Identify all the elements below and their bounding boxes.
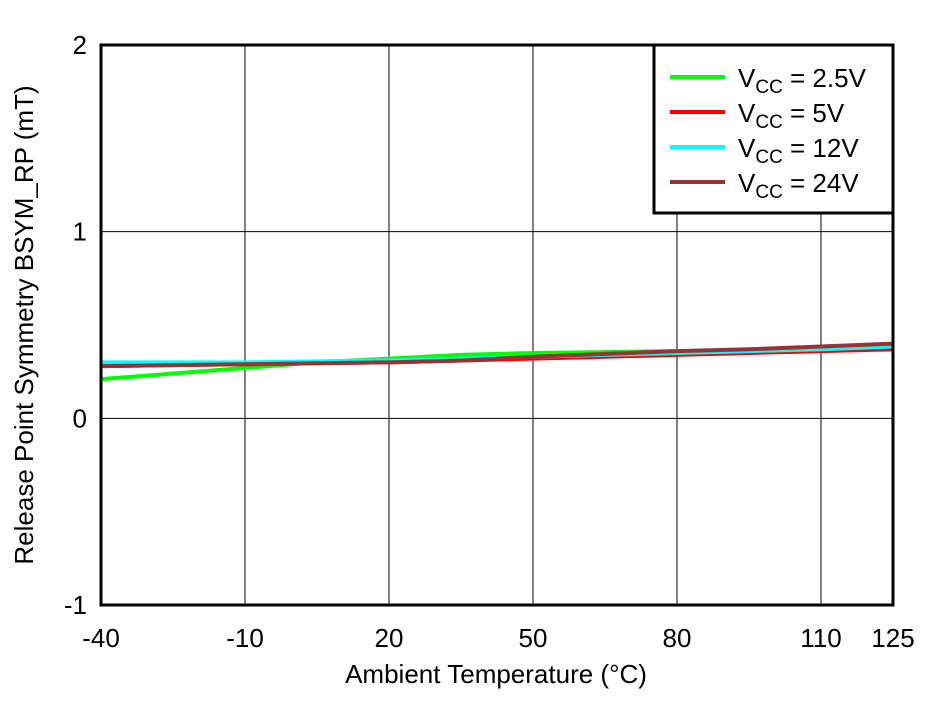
legend-entry: VCC = 12V <box>738 133 859 168</box>
y-tick-label: 2 <box>73 30 87 60</box>
x-tick-label: 110 <box>800 623 841 653</box>
x-tick-label: 20 <box>375 623 404 653</box>
x-tick-label: 80 <box>663 623 692 653</box>
legend-box <box>652 43 895 215</box>
series-line-3 <box>100 341 894 369</box>
x-tick-label: -10 <box>226 623 264 653</box>
x-tick-label: 50 <box>519 623 548 653</box>
x-axis-label: Ambient Temperature (°C) <box>345 659 647 689</box>
y-axis-label: Release Point Symmetry BSYM_RP (mT) <box>9 85 39 564</box>
x-tick-label: -40 <box>82 623 120 653</box>
x-tick-label: 125 <box>871 623 914 653</box>
series-lines <box>100 341 894 382</box>
legend-entry: VCC = 5V <box>738 98 845 133</box>
legend-entry: VCC = 2.5V <box>738 63 867 98</box>
y-tick-label: -1 <box>64 590 87 620</box>
legend-entry: VCC = 24V <box>738 168 859 203</box>
y-tick-label: 0 <box>73 403 87 433</box>
y-tick-label: 1 <box>73 217 87 247</box>
plot-frame <box>99 43 895 607</box>
